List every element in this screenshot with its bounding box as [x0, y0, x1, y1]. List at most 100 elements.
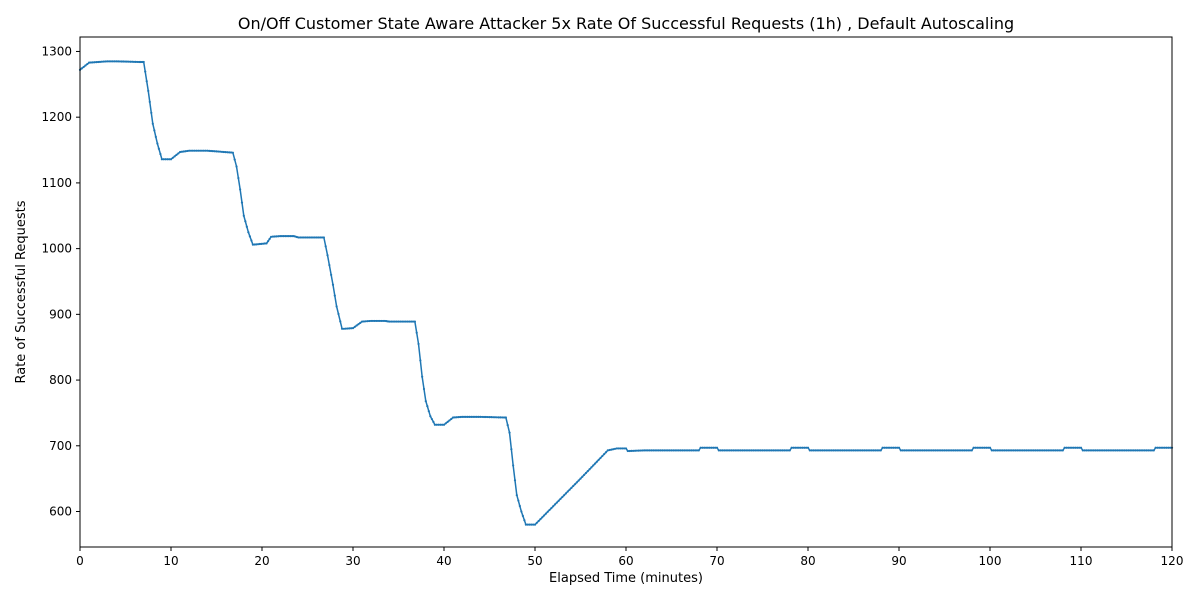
data-point [916, 449, 919, 452]
data-point [350, 327, 353, 330]
data-point [1169, 446, 1172, 449]
data-point [188, 149, 191, 152]
data-point [1107, 449, 1110, 452]
data-point [1039, 449, 1043, 452]
data-point [240, 201, 244, 204]
data-point [1112, 449, 1115, 452]
data-point [901, 449, 904, 452]
data-point [663, 449, 666, 452]
data-point [1090, 449, 1094, 452]
data-point [630, 449, 633, 452]
x-tick-label: 50 [527, 554, 542, 568]
data-point [429, 415, 432, 418]
data-point [1158, 446, 1161, 449]
data-point [852, 449, 855, 452]
y-tick-label: 900 [49, 307, 72, 321]
data-point [1123, 449, 1126, 452]
data-point [870, 449, 873, 452]
data-point [273, 235, 276, 238]
data-point [655, 449, 659, 452]
data-point [287, 235, 290, 238]
data-point [735, 449, 739, 452]
data-point [330, 273, 333, 277]
data-point [1001, 449, 1004, 452]
data-point [484, 415, 487, 419]
data-point [1036, 449, 1039, 452]
data-point [846, 449, 850, 452]
data-point [226, 151, 229, 154]
data-point [974, 446, 977, 449]
data-point [164, 158, 167, 161]
x-tick-label: 30 [345, 554, 360, 568]
data-point [390, 320, 393, 323]
data-point [1141, 449, 1144, 452]
data-point [1121, 449, 1124, 452]
data-point [774, 449, 777, 452]
data-point [88, 61, 91, 64]
y-axis-label: Rate of Successful Requests [14, 200, 29, 383]
data-point [319, 236, 322, 239]
data-point [89, 61, 93, 64]
data-point [754, 449, 757, 452]
data-point [1078, 446, 1081, 449]
data-point [144, 70, 147, 73]
data-point [1061, 449, 1064, 452]
data-point [473, 415, 477, 418]
data-point [561, 495, 564, 499]
data-point [1065, 446, 1068, 449]
data-point [186, 149, 189, 153]
data-point [695, 449, 699, 452]
data-point [799, 446, 802, 449]
data-point [1010, 449, 1013, 452]
data-point [1072, 446, 1075, 449]
data-point [204, 149, 207, 152]
data-point [1054, 449, 1057, 452]
data-point [603, 453, 606, 456]
data-point [526, 523, 529, 526]
data-point [741, 449, 744, 452]
x-tick-label: 60 [618, 554, 633, 568]
data-point [1119, 449, 1123, 452]
data-point [422, 387, 426, 391]
data-point [520, 510, 523, 513]
data-point [457, 416, 460, 419]
data-point [391, 320, 395, 323]
data-point [435, 423, 438, 426]
data-point [300, 236, 304, 239]
data-point [930, 449, 933, 452]
data-point [781, 449, 784, 452]
data-point [452, 416, 455, 419]
data-point [932, 449, 935, 452]
data-point [908, 449, 912, 452]
data-point [841, 449, 844, 452]
data-point [1101, 449, 1104, 452]
data-point [537, 519, 540, 523]
data-point [575, 481, 578, 484]
data-point [1130, 449, 1134, 452]
data-point [108, 60, 111, 63]
data-point [812, 449, 815, 452]
data-point [1081, 449, 1084, 452]
y-tick-label: 1300 [41, 44, 72, 58]
data-point [1045, 449, 1048, 452]
data-point [179, 150, 182, 154]
data-point [364, 320, 367, 323]
data-point [395, 320, 398, 323]
data-point [859, 449, 862, 452]
data-point [766, 449, 770, 452]
data-point [907, 449, 910, 452]
data-point [608, 448, 611, 452]
data-point [326, 254, 329, 257]
data-point [102, 60, 105, 63]
data-point [957, 449, 961, 452]
data-point [308, 236, 311, 239]
data-point [1089, 449, 1092, 452]
data-point [850, 449, 853, 452]
data-point [285, 235, 289, 238]
data-point [344, 327, 347, 330]
data-point [430, 417, 433, 421]
data-point [213, 150, 216, 153]
data-point [337, 312, 340, 316]
data-point [992, 449, 995, 452]
data-point [206, 149, 209, 152]
